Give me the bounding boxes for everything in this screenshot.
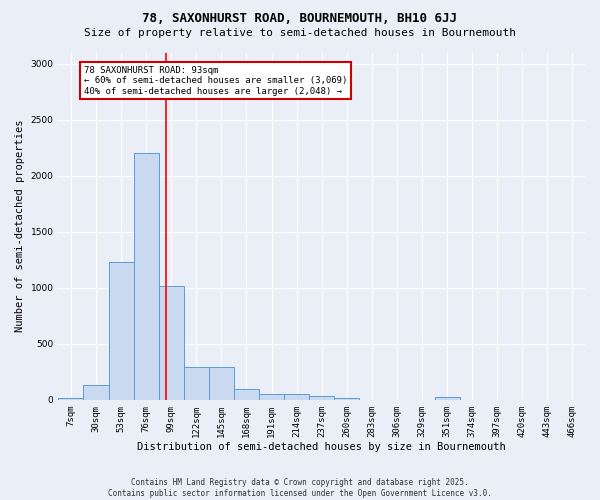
Bar: [284, 394, 309, 400]
Bar: [109, 262, 134, 400]
Bar: [234, 388, 259, 400]
Bar: [58, 398, 83, 400]
Bar: [334, 398, 359, 400]
Text: Contains HM Land Registry data © Crown copyright and database right 2025.
Contai: Contains HM Land Registry data © Crown c…: [108, 478, 492, 498]
Bar: [134, 154, 159, 400]
Bar: [184, 368, 209, 400]
Bar: [434, 397, 460, 400]
Bar: [309, 396, 334, 400]
Y-axis label: Number of semi-detached properties: Number of semi-detached properties: [15, 120, 25, 332]
Text: Size of property relative to semi-detached houses in Bournemouth: Size of property relative to semi-detach…: [84, 28, 516, 38]
X-axis label: Distribution of semi-detached houses by size in Bournemouth: Distribution of semi-detached houses by …: [137, 442, 506, 452]
Text: 78 SAXONHURST ROAD: 93sqm
← 60% of semi-detached houses are smaller (3,069)
40% : 78 SAXONHURST ROAD: 93sqm ← 60% of semi-…: [84, 66, 347, 96]
Bar: [83, 386, 109, 400]
Text: 78, SAXONHURST ROAD, BOURNEMOUTH, BH10 6JJ: 78, SAXONHURST ROAD, BOURNEMOUTH, BH10 6…: [143, 12, 458, 26]
Bar: [209, 368, 234, 400]
Bar: [159, 286, 184, 400]
Bar: [259, 394, 284, 400]
